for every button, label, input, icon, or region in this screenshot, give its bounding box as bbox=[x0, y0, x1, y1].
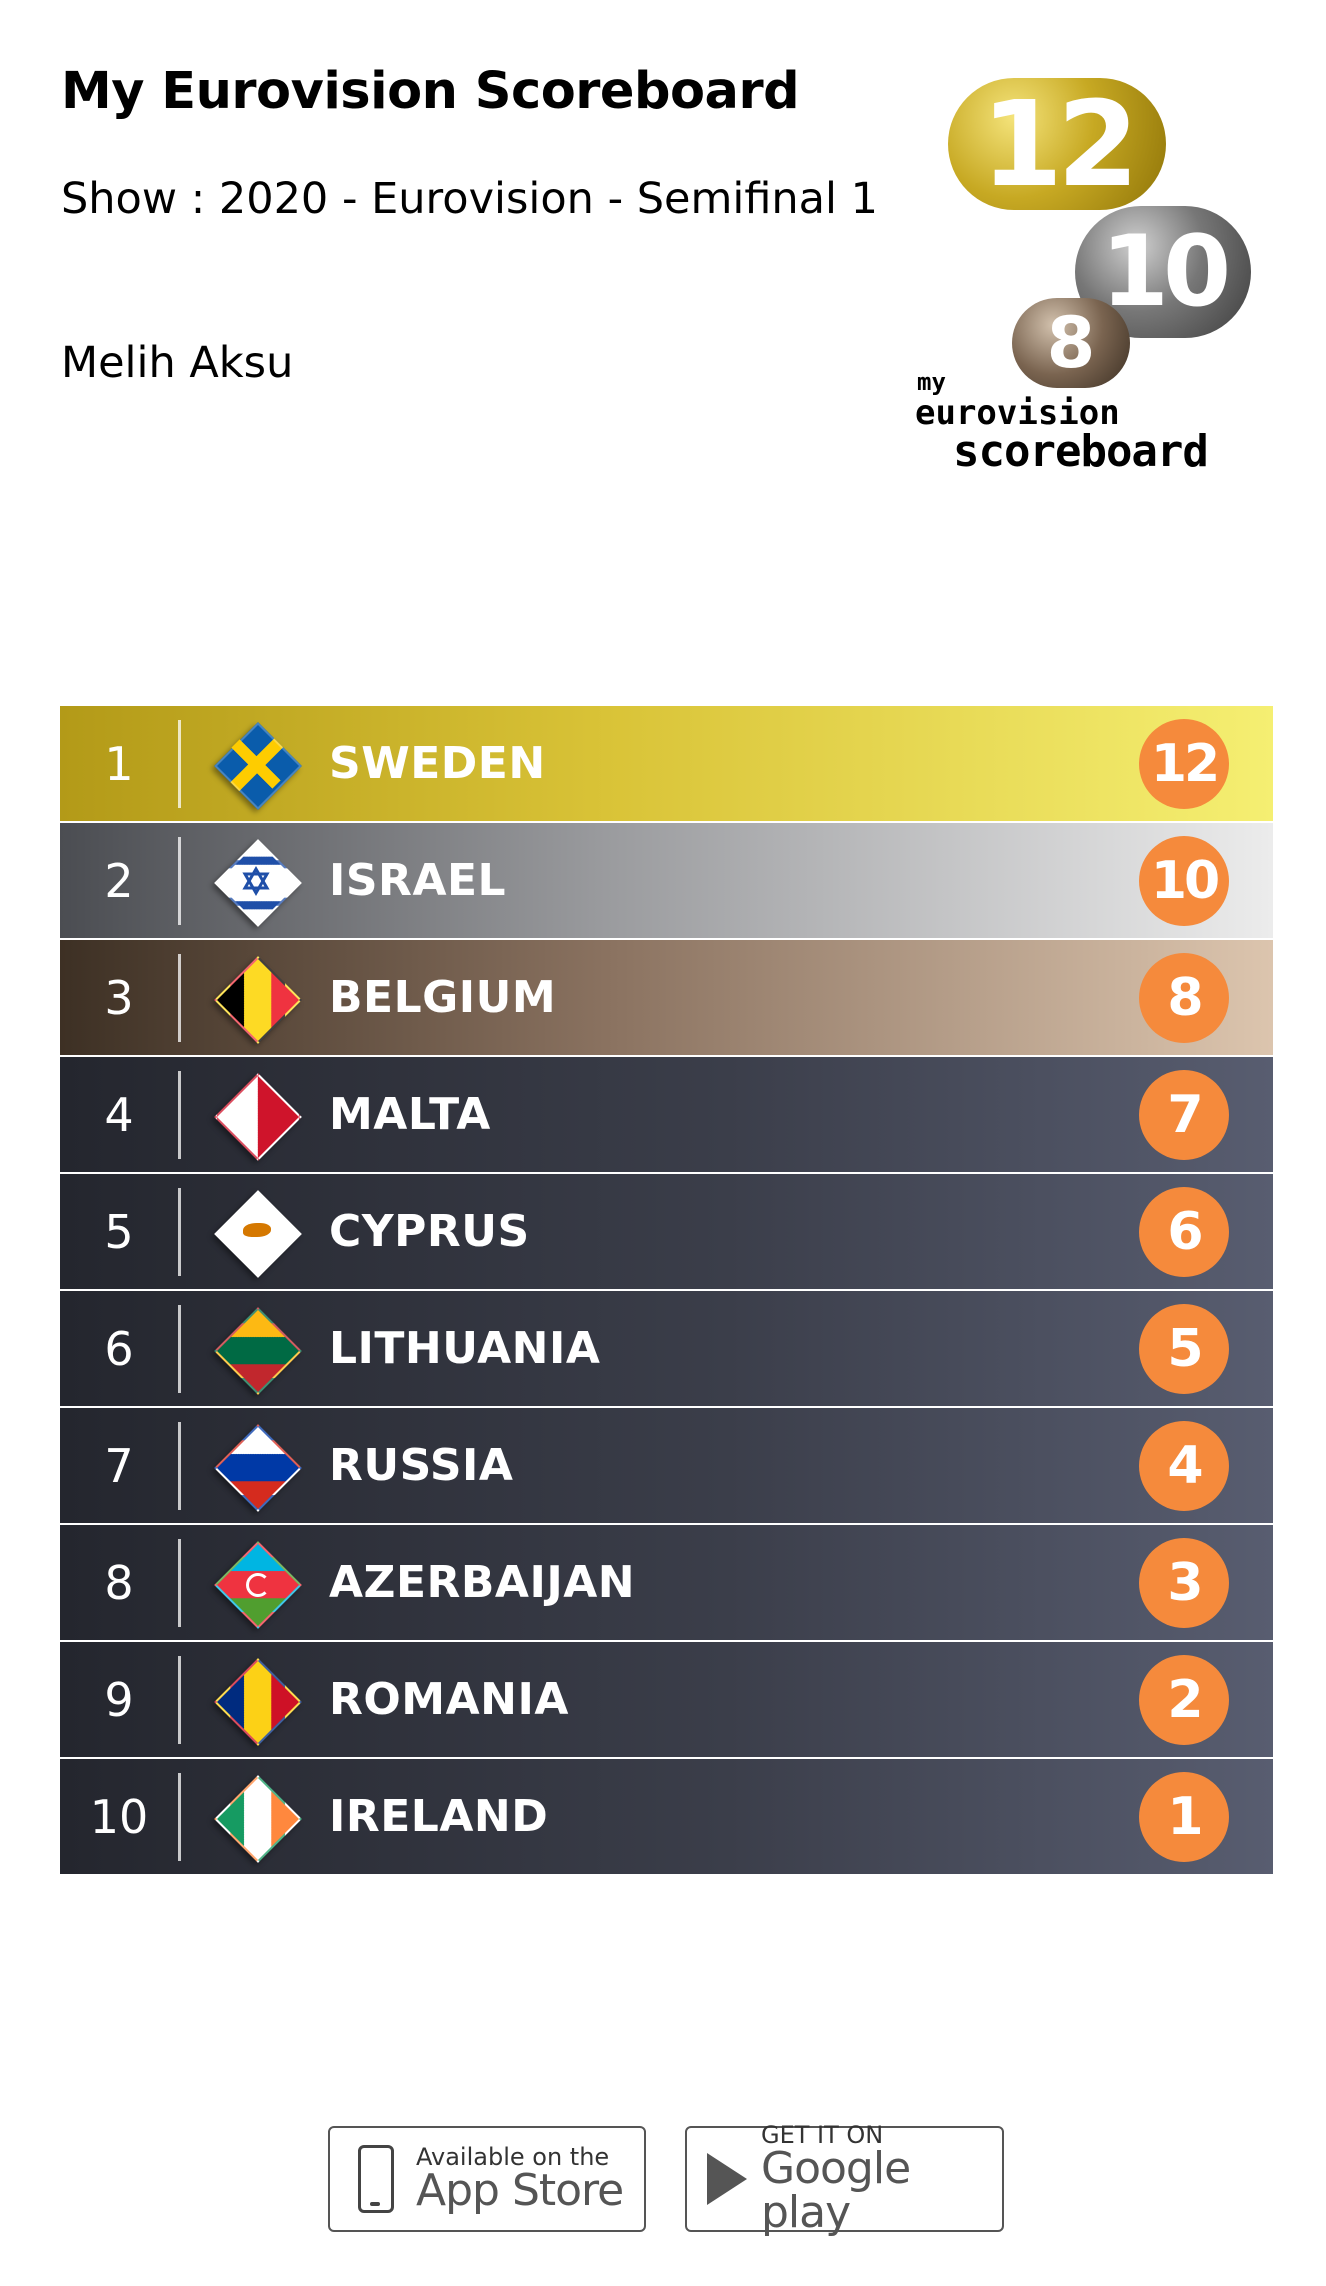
rank-number: 3 bbox=[104, 970, 134, 1025]
russia-flag-icon bbox=[214, 1423, 302, 1512]
logo-bubble-8: 8 bbox=[1012, 298, 1130, 388]
country-name: ISRAEL bbox=[329, 855, 507, 906]
scoreboard-row: 3 BELGIUM 8 bbox=[60, 940, 1273, 1055]
store-badges: Available on the App Store GET IT ON Goo… bbox=[328, 2121, 1008, 2238]
points-badge: 5 bbox=[1139, 1303, 1229, 1394]
show-label: Show : 2020 - Eurovision - Semifinal 1 bbox=[61, 174, 878, 224]
row-divider bbox=[178, 1304, 181, 1393]
romania-flag-icon bbox=[214, 1657, 302, 1746]
country-name: LITHUANIA bbox=[329, 1323, 601, 1374]
country-name: AZERBAIJAN bbox=[329, 1557, 636, 1608]
country-name: ROMANIA bbox=[329, 1674, 569, 1725]
country-name: RUSSIA bbox=[329, 1440, 514, 1491]
rank-number: 10 bbox=[89, 1789, 149, 1844]
row-divider bbox=[178, 1538, 181, 1627]
belgium-flag-icon bbox=[214, 955, 302, 1044]
lithuania-flag-icon bbox=[214, 1306, 302, 1395]
author-name: Melih Aksu bbox=[61, 338, 294, 388]
scoreboard-row: 6 LITHUANIA 5 bbox=[60, 1291, 1273, 1406]
ireland-flag-icon bbox=[214, 1774, 302, 1863]
rank-number: 1 bbox=[104, 736, 134, 791]
country-name: MALTA bbox=[329, 1089, 491, 1140]
app-logo: 12 10 8 my eurovision scoreboard bbox=[905, 70, 1265, 480]
rank-number: 7 bbox=[104, 1438, 134, 1493]
azerbaijan-flag-icon bbox=[214, 1540, 302, 1629]
rank-number: 6 bbox=[104, 1321, 134, 1376]
google-play-big-text: Google play bbox=[761, 2143, 911, 2238]
scoreboard-row: 4 MALTA 7 bbox=[60, 1057, 1273, 1172]
google-play-button[interactable]: GET IT ON Google play bbox=[685, 2121, 1004, 2238]
row-divider bbox=[178, 1070, 181, 1159]
scoreboard-row: 1 SWEDEN 12 bbox=[60, 706, 1273, 821]
row-divider bbox=[178, 953, 181, 1042]
row-divider bbox=[178, 1772, 181, 1861]
google-play-small-text: GET IT ON bbox=[761, 2121, 884, 2149]
row-divider bbox=[178, 1655, 181, 1744]
scoreboard-row: 9 ROMANIA 2 bbox=[60, 1642, 1273, 1757]
scoreboard-row: 10 IRELAND 1 bbox=[60, 1759, 1273, 1874]
scoreboard-list: 1 SWEDEN 12 2 ISRAEL 10 3 BELGIUM 8 4 bbox=[60, 706, 1273, 1876]
points-badge: 1 bbox=[1139, 1771, 1229, 1862]
points-badge: 12 bbox=[1139, 718, 1229, 809]
logo-text-eurovision: eurovision bbox=[915, 393, 1120, 433]
sweden-flag-icon bbox=[214, 721, 302, 810]
rank-number: 2 bbox=[104, 853, 134, 908]
country-name: CYPRUS bbox=[329, 1206, 530, 1257]
logo-text-my: my bbox=[917, 368, 946, 396]
row-divider bbox=[178, 719, 181, 808]
row-divider bbox=[178, 1421, 181, 1510]
cyprus-flag-icon bbox=[214, 1189, 302, 1278]
rank-number: 5 bbox=[104, 1204, 134, 1259]
points-badge: 6 bbox=[1139, 1186, 1229, 1277]
play-icon bbox=[707, 2153, 747, 2205]
row-divider bbox=[178, 836, 181, 925]
logo-bubble-12: 12 bbox=[948, 75, 1166, 213]
app-store-button[interactable]: Available on the App Store bbox=[328, 2126, 646, 2232]
points-badge: 7 bbox=[1139, 1069, 1229, 1160]
phone-icon bbox=[358, 2145, 394, 2213]
app-store-small-text: Available on the bbox=[416, 2143, 610, 2171]
rank-number: 8 bbox=[104, 1555, 134, 1610]
scoreboard-row: 2 ISRAEL 10 bbox=[60, 823, 1273, 938]
country-name: IRELAND bbox=[329, 1791, 549, 1842]
points-badge: 3 bbox=[1139, 1537, 1229, 1628]
israel-flag-icon bbox=[214, 838, 302, 927]
scoreboard-row: 7 RUSSIA 4 bbox=[60, 1408, 1273, 1523]
malta-flag-icon bbox=[214, 1072, 302, 1161]
app-store-big-text: App Store bbox=[416, 2165, 624, 2216]
points-badge: 2 bbox=[1139, 1654, 1229, 1745]
country-name: SWEDEN bbox=[329, 738, 546, 789]
points-badge: 10 bbox=[1139, 835, 1229, 926]
scoreboard-row: 8 AZERBAIJAN 3 bbox=[60, 1525, 1273, 1640]
page-title: My Eurovision Scoreboard bbox=[61, 62, 800, 121]
row-divider bbox=[178, 1187, 181, 1276]
scoreboard-row: 5 CYPRUS 6 bbox=[60, 1174, 1273, 1289]
points-badge: 4 bbox=[1139, 1420, 1229, 1511]
logo-text-scoreboard: scoreboard bbox=[953, 426, 1209, 477]
points-badge: 8 bbox=[1139, 952, 1229, 1043]
country-name: BELGIUM bbox=[329, 972, 557, 1023]
rank-number: 4 bbox=[104, 1087, 134, 1142]
rank-number: 9 bbox=[104, 1672, 134, 1727]
